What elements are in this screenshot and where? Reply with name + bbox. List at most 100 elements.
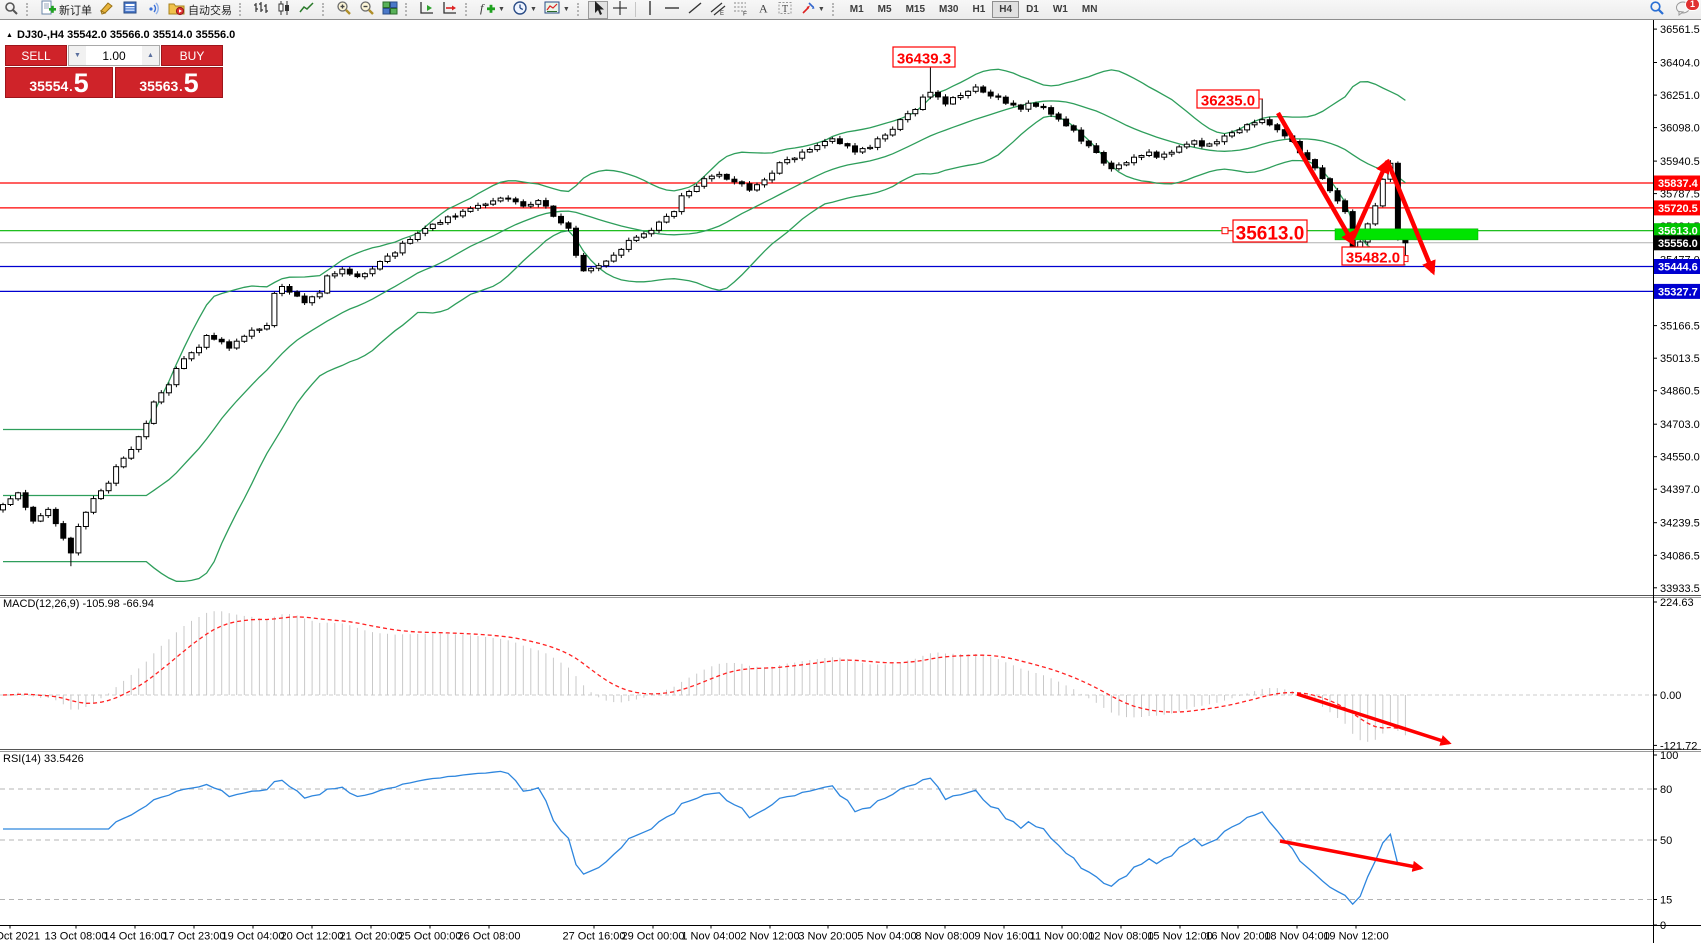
dropdown-arrow-icon: ▼: [562, 6, 570, 13]
dropdown-arrow-icon: ▼: [498, 6, 505, 13]
arrows-tool-button[interactable]: ▼: [797, 1, 828, 19]
search-icon: [1649, 0, 1665, 19]
crosshair-tool-button[interactable]: [609, 1, 631, 19]
svg-text:21 Oct 20:00: 21 Oct 20:00: [340, 931, 403, 943]
line-chart-mode-button[interactable]: [296, 1, 318, 19]
buy-price-big-digit: 5: [183, 68, 199, 98]
navigator-button[interactable]: [142, 1, 164, 19]
svg-text:35837.4: 35837.4: [1658, 178, 1699, 190]
periods-button[interactable]: ▼: [509, 1, 540, 19]
svg-text:T: T: [782, 4, 788, 15]
tile-windows-button[interactable]: [379, 1, 401, 19]
timeframe-d1-button[interactable]: D1: [1026, 4, 1039, 15]
bar-chart-mode-button[interactable]: [250, 1, 272, 19]
timeframe-mn-button[interactable]: MN: [1081, 4, 1098, 15]
svg-text:2 Nov 12:00: 2 Nov 12:00: [740, 931, 799, 943]
trend-arrows: [1276, 111, 1436, 276]
timeframe-m1-button[interactable]: M1: [849, 4, 864, 15]
svg-text:224.63: 224.63: [1660, 597, 1694, 609]
indicators-button[interactable]: f ▼: [476, 1, 508, 19]
toolbar-grip: [239, 3, 246, 16]
notifications-button[interactable]: 1: [1672, 0, 1700, 19]
new-order-button[interactable]: 新订单: [37, 0, 95, 19]
text-tool-button[interactable]: A: [753, 1, 773, 19]
chart-shift-button[interactable]: [439, 1, 461, 19]
svg-text:26 Oct 08:00: 26 Oct 08:00: [458, 931, 521, 943]
timeframe-h1-button[interactable]: H1: [972, 4, 986, 15]
collapse-triangle-icon[interactable]: ▲: [6, 31, 13, 39]
rsi-line: [3, 770, 1406, 906]
toolbar-grip: [576, 3, 584, 16]
svg-text:25 Oct 00:00: 25 Oct 00:00: [399, 931, 462, 943]
candlesticks: [0, 55, 1409, 567]
price-annotations: 36439.3 36235.0 35613.0 35482.0: [892, 46, 1409, 267]
svg-text:14 Oct 16:00: 14 Oct 16:00: [104, 931, 167, 943]
svg-text:35613.0: 35613.0: [1658, 226, 1698, 238]
horizontal-line-tool-button[interactable]: [661, 1, 683, 19]
market-watch-button[interactable]: [119, 1, 141, 19]
buy-price-panel[interactable]: 35563. 5: [115, 67, 223, 98]
bar-chart-icon: [253, 0, 269, 19]
styler-button[interactable]: [96, 1, 118, 19]
rsi-panel: 100 80 50 15 0: [0, 750, 1678, 932]
svg-text:18 Nov 04:00: 18 Nov 04:00: [1264, 931, 1329, 943]
svg-text:35013.5: 35013.5: [1660, 353, 1700, 365]
brush-icon: [99, 0, 115, 19]
svg-text:36235.0: 36235.0: [1201, 93, 1255, 110]
svg-text:12 Oct 2021: 12 Oct 2021: [0, 931, 40, 943]
svg-text:F: F: [743, 11, 747, 17]
equidistant-channel-tool-button[interactable]: E: [707, 1, 729, 19]
zoom-out-button[interactable]: [356, 1, 378, 19]
svg-text:36561.5: 36561.5: [1660, 24, 1700, 36]
svg-text:33933.5: 33933.5: [1660, 583, 1700, 595]
auto-scroll-button[interactable]: [416, 1, 438, 19]
text-label-tool-button[interactable]: T: [774, 1, 796, 19]
svg-text:8 Nov 08:00: 8 Nov 08:00: [915, 931, 974, 943]
svg-text:35940.5: 35940.5: [1660, 156, 1700, 168]
sell-button[interactable]: SELL: [5, 45, 67, 66]
bollinger-middle-band: [3, 100, 1406, 497]
timeframe-m30-button[interactable]: M30: [939, 4, 959, 15]
trendline-tool-button[interactable]: [684, 1, 706, 19]
zoom-in-button[interactable]: [333, 1, 355, 19]
timeframe-m5-button[interactable]: M5: [877, 4, 892, 15]
toolbar-grip: [831, 3, 839, 16]
timeframe-w1-button[interactable]: W1: [1052, 4, 1068, 15]
templates-button[interactable]: ▼: [541, 1, 573, 19]
fibonacci-tool-button[interactable]: F: [730, 1, 752, 19]
search-button[interactable]: [1646, 1, 1668, 19]
indicator-search-button[interactable]: [2, 1, 22, 19]
horizontal-line-icon: [664, 0, 680, 19]
svg-text:5 Nov 04:00: 5 Nov 04:00: [857, 931, 916, 943]
text-icon: A: [756, 0, 770, 19]
magnifier-icon: [5, 0, 19, 19]
tile-windows-icon: [382, 0, 398, 19]
chart-symbol-title: ▲ DJ30-,H4 35542.0 35566.0 35514.0 35556…: [6, 29, 235, 41]
vertical-line-tool-button[interactable]: [640, 1, 660, 19]
autotrading-button[interactable]: 自动交易: [165, 1, 235, 19]
template-icon: [544, 0, 561, 19]
price-badge: [1654, 223, 1700, 239]
sell-price-panel[interactable]: 35554. 5: [5, 67, 113, 98]
toolbar-grip: [405, 3, 412, 16]
svg-text:20 Oct 12:00: 20 Oct 12:00: [281, 931, 344, 943]
timeframe-m15-button[interactable]: M15: [905, 4, 926, 15]
chart-canvas[interactable]: 36439.3 36235.0 35613.0 35482.0 36561.5 36404…: [0, 20, 1701, 943]
svg-text:35787.5: 35787.5: [1660, 189, 1700, 201]
svg-text:0: 0: [1660, 920, 1666, 932]
buy-price-main: 35563: [139, 78, 179, 94]
cursor-tool-button[interactable]: [587, 0, 608, 19]
buy-button[interactable]: BUY: [161, 45, 223, 66]
candlestick-mode-button[interactable]: [273, 1, 295, 19]
timeframe-h4-button[interactable]: H4: [992, 1, 1020, 18]
volume-value: 1.00: [102, 48, 126, 63]
volume-decrease-button[interactable]: ▼: [69, 46, 86, 65]
svg-text:15 Nov 12:00: 15 Nov 12:00: [1147, 931, 1212, 943]
svg-text:35720.5: 35720.5: [1658, 203, 1698, 215]
crosshair-icon: [612, 0, 628, 19]
svg-text:1 Nov 04:00: 1 Nov 04:00: [681, 931, 740, 943]
volume-increase-button[interactable]: ▲: [142, 46, 159, 65]
svg-text:36251.0: 36251.0: [1660, 90, 1700, 102]
notification-count-badge: 1: [1684, 0, 1700, 11]
